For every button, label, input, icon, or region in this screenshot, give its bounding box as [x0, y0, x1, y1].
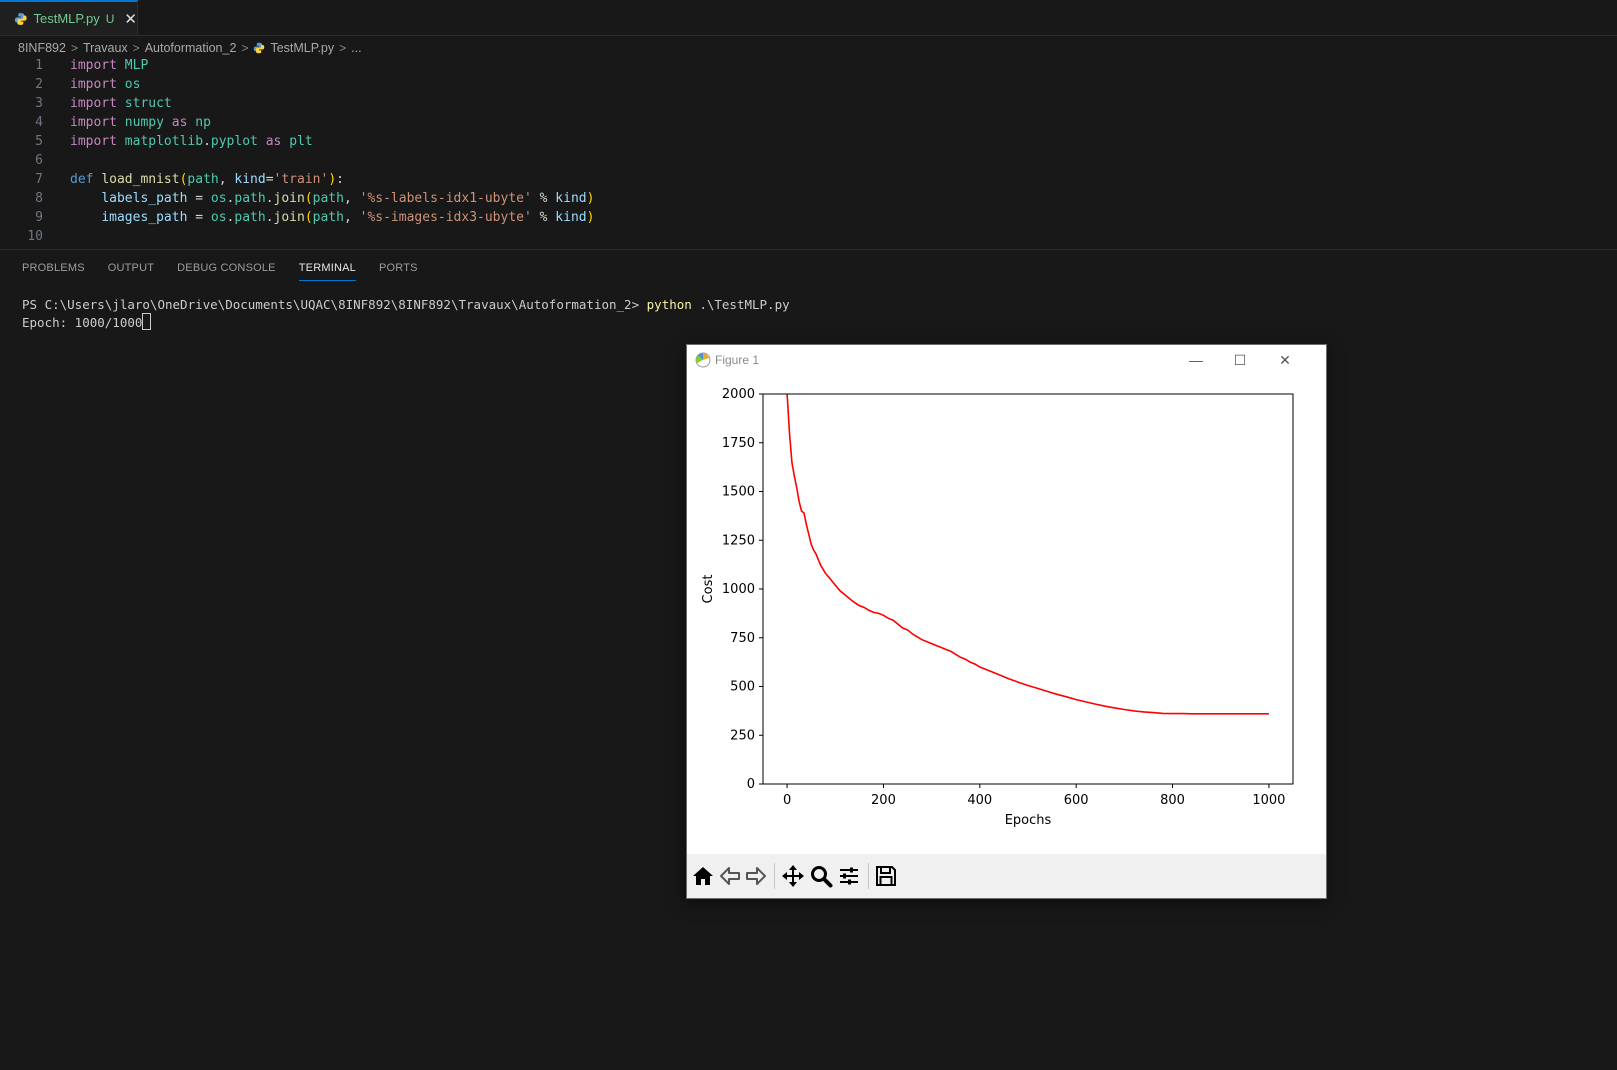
plot-frame	[762, 393, 1294, 785]
x-tick-label: 0	[783, 793, 791, 808]
y-tick-label: 1500	[722, 485, 755, 500]
tab-output[interactable]: OUTPUT	[107, 262, 155, 274]
y-tick-label: 2000	[722, 387, 755, 402]
tab-testmlp[interactable]: TestMLP.py U ✕	[0, 0, 138, 35]
y-tick-label: 250	[730, 728, 755, 743]
terminal-command: python	[646, 297, 692, 312]
line-number: 1	[35, 58, 43, 73]
line-number: 10	[27, 229, 43, 244]
terminal-output: Epoch: 1000/1000	[22, 315, 143, 330]
toolbar-separator	[774, 863, 775, 889]
line-number: 4	[35, 115, 43, 130]
python-file-icon	[14, 12, 27, 25]
chevron-right-icon: >	[241, 41, 249, 55]
tab-terminal[interactable]: TERMINAL	[298, 262, 356, 281]
code-line: 5 import matplotlib.pyplot as plt	[0, 132, 1617, 151]
code-text: def load_mnist(path, kind='train'):	[70, 172, 344, 187]
breadcrumb-item[interactable]: Autoformation_2	[144, 41, 237, 55]
maximize-button[interactable]: ☐	[1233, 352, 1247, 368]
line-number: 9	[35, 210, 43, 225]
terminal[interactable]: PS C:\Users\jlaro\OneDrive\Documents\UQA…	[22, 296, 790, 331]
y-tick-label: 500	[730, 680, 755, 695]
code-line: 9 images_path = os.path.join(path, '%s-i…	[0, 208, 1617, 227]
tab-ports[interactable]: PORTS	[378, 262, 418, 274]
code-line: 8 labels_path = os.path.join(path, '%s-l…	[0, 189, 1617, 208]
terminal-args: .\TestMLP.py	[691, 297, 790, 312]
code-line: 4 import numpy as np	[0, 113, 1617, 132]
line-number: 7	[35, 172, 43, 187]
breadcrumb-item[interactable]: Travaux	[82, 41, 128, 55]
home-icon[interactable]	[691, 864, 715, 888]
chevron-right-icon: >	[132, 41, 140, 55]
code-line: 3 import struct	[0, 94, 1617, 113]
code-text: import matplotlib.pyplot as plt	[70, 134, 313, 149]
close-button[interactable]: ✕	[1279, 352, 1291, 368]
code-line: 6	[0, 151, 1617, 170]
x-tick-label: 800	[1160, 793, 1185, 808]
y-tick-label: 750	[730, 631, 755, 646]
breadcrumb-item[interactable]: ...	[351, 41, 362, 55]
chevron-right-icon: >	[70, 41, 78, 55]
breadcrumb-item[interactable]: TestMLP.py	[270, 41, 335, 55]
matplotlib-logo-icon	[695, 352, 711, 368]
code-text: import numpy as np	[70, 115, 211, 130]
x-tick-label: 600	[1064, 793, 1089, 808]
terminal-cursor	[142, 313, 152, 330]
chevron-right-icon: >	[339, 41, 347, 55]
cost-chart[interactable]: 0 250 500 750 1000 1250 1500 1750 2000 0 200 400 60…	[687, 375, 1326, 854]
line-number: 3	[35, 96, 43, 111]
terminal-prompt: PS C:\Users\jlaro\OneDrive\Documents\UQA…	[22, 297, 647, 312]
code-line: 10	[0, 227, 1617, 246]
code-text: import struct	[70, 96, 172, 111]
configure-icon[interactable]	[837, 864, 861, 888]
code-text: images_path = os.path.join(path, '%s-ima…	[101, 210, 595, 225]
terminal-output-line: Epoch: 1000/1000	[22, 313, 790, 331]
code-text: import os	[70, 77, 141, 92]
figure-title: Figure 1	[715, 353, 760, 367]
tab-filename: TestMLP.py	[33, 11, 100, 26]
editor-tab-bar: TestMLP.py U ✕	[0, 0, 1617, 36]
toolbar-separator	[868, 863, 869, 889]
breadcrumb-item[interactable]: 8INF892	[18, 41, 66, 55]
figure-window: Figure 1 — ☐ ✕ 0 250 500 750 1000 1250 1500 175…	[686, 344, 1327, 899]
save-icon[interactable]	[874, 864, 898, 888]
y-tick-label: 1000	[722, 582, 755, 597]
cost-series-line	[786, 393, 1269, 715]
y-tick-label: 1250	[722, 533, 755, 548]
tab-problems[interactable]: PROBLEMS	[22, 262, 85, 274]
code-line: 7 def load_mnist(path, kind='train'):	[0, 170, 1617, 189]
terminal-command-line: PS C:\Users\jlaro\OneDrive\Documents\UQA…	[22, 296, 790, 313]
tab-debug-console[interactable]: DEBUG CONSOLE	[177, 262, 276, 274]
back-icon[interactable]	[718, 864, 742, 888]
line-number: 6	[35, 153, 43, 168]
x-axis-label: Epochs	[1005, 813, 1052, 828]
python-file-icon	[254, 42, 265, 54]
minimize-button[interactable]: —	[1189, 352, 1203, 368]
forward-icon[interactable]	[744, 864, 768, 888]
figure-title-bar[interactable]: Figure 1 — ☐ ✕	[687, 345, 1326, 375]
x-tick-label: 200	[871, 793, 896, 808]
line-number: 8	[35, 191, 43, 206]
breadcrumb: 8INF892 > Travaux > Autoformation_2 > Te…	[18, 37, 362, 59]
x-tick-label: 1000	[1252, 793, 1285, 808]
pan-icon[interactable]	[781, 864, 805, 888]
panel-tabs: PROBLEMS OUTPUT DEBUG CONSOLE TERMINAL P…	[22, 262, 441, 281]
code-text: import MLP	[70, 58, 149, 73]
figure-toolbar	[687, 854, 1326, 898]
y-tick-label: 1750	[722, 436, 755, 451]
line-number: 5	[35, 134, 43, 149]
y-tick-label: 0	[747, 777, 755, 792]
code-editor[interactable]: 1 import MLP 2 import os 3 import struct 4 impo…	[0, 56, 1617, 246]
tab-untracked-badge: U	[105, 11, 115, 26]
zoom-icon[interactable]	[809, 864, 833, 888]
code-line: 1 import MLP	[0, 56, 1617, 75]
code-text: labels_path = os.path.join(path, '%s-lab…	[101, 191, 595, 206]
code-line: 2 import os	[0, 75, 1617, 94]
tab-close-icon[interactable]: ✕	[124, 10, 137, 28]
line-number: 2	[35, 77, 43, 92]
y-axis-label: Cost	[701, 575, 716, 604]
x-tick-label: 400	[967, 793, 992, 808]
